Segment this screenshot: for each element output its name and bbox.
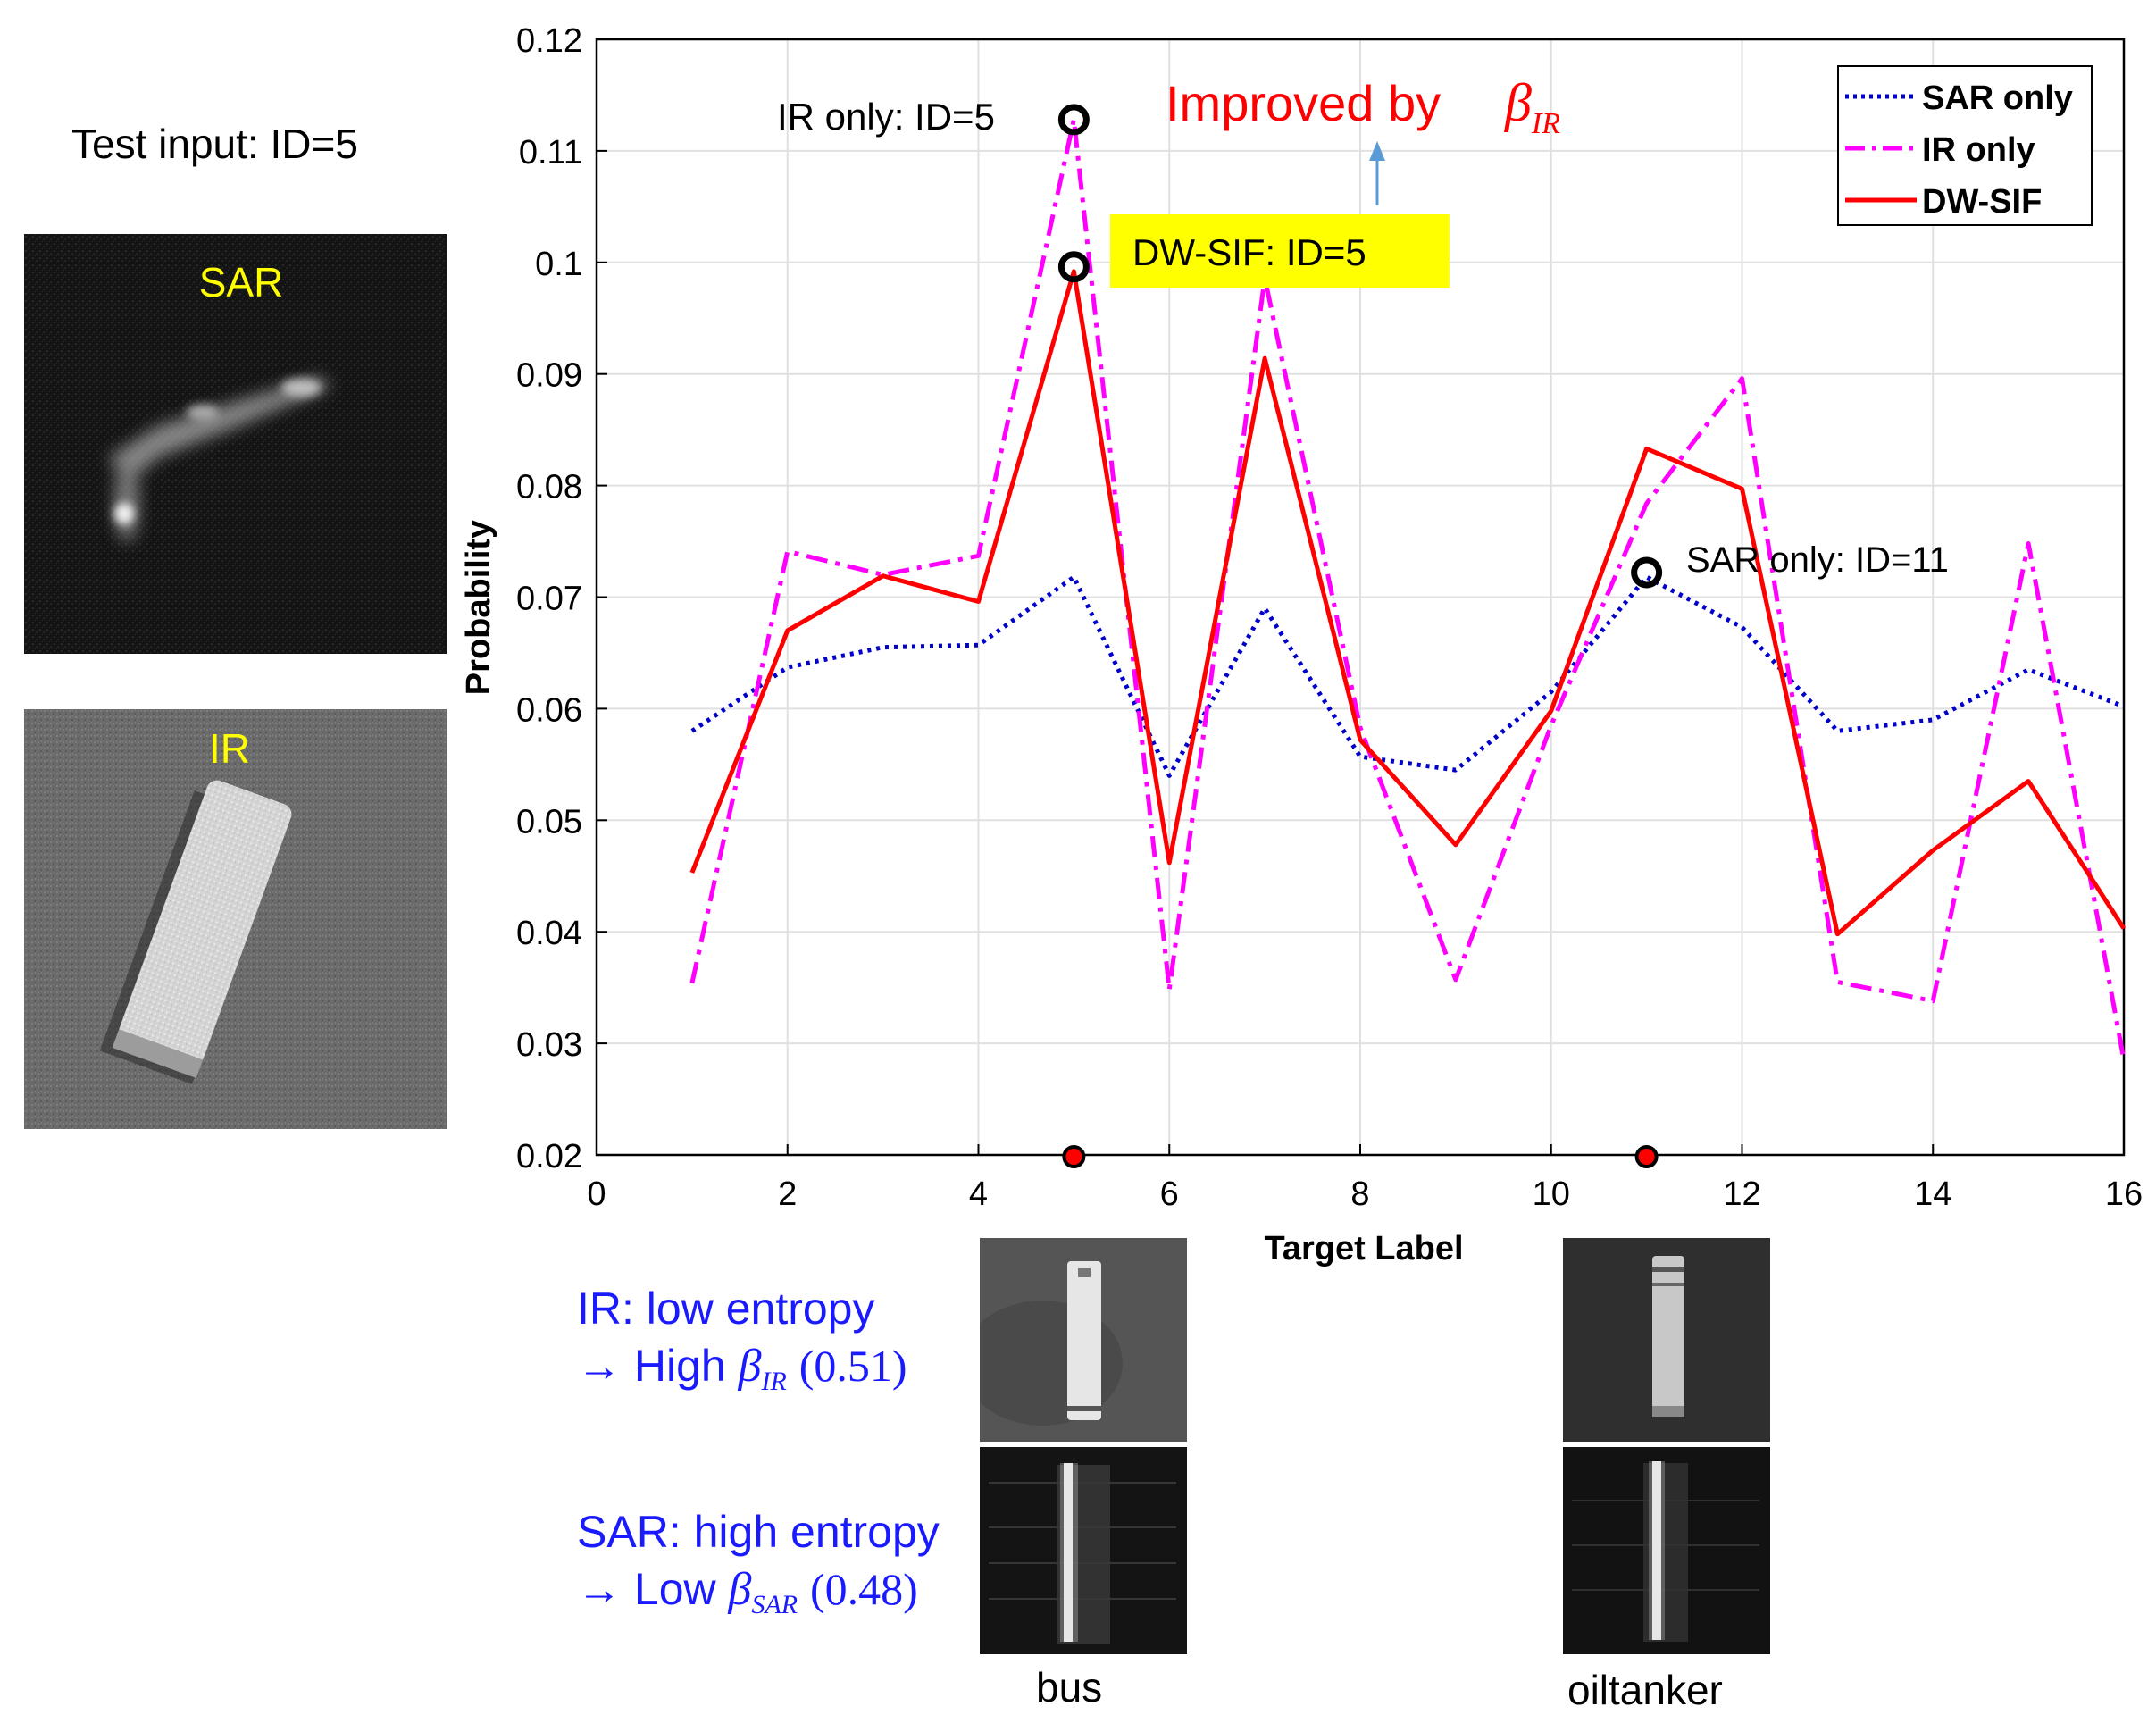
ir-beta-symbol: β — [738, 1341, 762, 1392]
x-axis-label: Target Label — [1264, 1230, 1463, 1267]
improvement-arrow-head — [1369, 141, 1385, 161]
marker-circle — [1631, 556, 1663, 589]
ir-only-marker-label: IR only: ID=5 — [777, 96, 995, 138]
y-tick-label: 0.07 — [516, 581, 582, 618]
y-tick-label: 0.05 — [516, 803, 582, 841]
y-tick-label: 0.02 — [516, 1138, 582, 1175]
sar-beta-symbol: β — [728, 1564, 752, 1615]
x-tick-label: 14 — [1914, 1175, 1951, 1213]
y-tick-label: 0.12 — [516, 22, 582, 60]
y-tick-label: 0.08 — [516, 469, 582, 506]
ir-beta-subscript: IR — [761, 1367, 787, 1396]
sar-beta-subscript: SAR — [751, 1590, 798, 1619]
y-tick-label: 0.06 — [516, 691, 582, 729]
axis-red-dot — [1062, 1145, 1086, 1168]
sar-image-label: SAR — [199, 259, 284, 305]
ir-beta-value: (0.51) — [798, 1341, 907, 1391]
oiltanker-optical-image — [1563, 1238, 1770, 1442]
sar-entropy-caption: SAR: high entropy — [577, 1507, 940, 1557]
ir-entropy-caption: IR: low entropy — [577, 1284, 875, 1334]
y-tick-label: 0.03 — [516, 1026, 582, 1064]
ir-image-label: IR — [209, 725, 250, 772]
legend-label-dwsif: DW-SIF — [1922, 183, 2042, 221]
bus-optical-image — [980, 1238, 1187, 1442]
oiltanker-sar-image — [1563, 1447, 1770, 1654]
marker-circle — [1057, 251, 1090, 283]
axes: 0 2 4 6 8 10 12 14 16 0.02 0.03 0.04 0.05 0.06 0.07 0.0… — [516, 22, 2143, 1213]
x-tick-label: 6 — [1160, 1175, 1179, 1213]
y-axis-label: Probability — [460, 520, 497, 695]
x-tick-label: 8 — [1350, 1175, 1369, 1213]
improved-by-annotation: Improved by — [1166, 75, 1441, 131]
test-input-title: Test input: ID=5 — [71, 121, 358, 167]
probability-line-chart: 0 2 4 6 8 10 12 14 16 0.02 0.03 0.04 0.05 0.06 0.07 0.0… — [460, 22, 2143, 1267]
x-tick-label: 16 — [2105, 1175, 2143, 1213]
circle-markers — [1057, 104, 1663, 1168]
y-tick-label: 0.1 — [535, 246, 582, 283]
y-tick-label: 0.11 — [519, 134, 582, 171]
ir-beta-caption: → High βIR (0.51) — [577, 1340, 907, 1396]
series-lines — [689, 117, 2127, 1061]
x-tick-label: 4 — [969, 1175, 988, 1213]
axis-red-dot — [1634, 1145, 1659, 1168]
y-tick-label: 0.04 — [516, 915, 582, 952]
series-line-ir-only — [689, 117, 2127, 1061]
bus-label: bus — [1036, 1664, 1103, 1710]
x-tick-label: 0 — [587, 1175, 606, 1213]
sar-only-marker-label: SAR only: ID=11 — [1686, 540, 1949, 580]
legend: SAR only IR only DW-SIF — [1837, 65, 2093, 226]
oiltanker-label: oiltanker — [1567, 1667, 1723, 1713]
ir-image: IR — [24, 709, 447, 1129]
dw-sif-marker-label: DW-SIF: ID=5 — [1132, 231, 1366, 273]
marker-circle — [1057, 104, 1090, 136]
y-tick-label: 0.09 — [516, 357, 582, 395]
dw-sif-highlight-box — [1110, 214, 1450, 288]
sar-beta-prefix: → Low — [577, 1564, 716, 1614]
sar-image: SAR — [24, 234, 447, 654]
series-line-sar-only — [690, 574, 2125, 778]
series-line-dw-sif — [689, 269, 2127, 937]
sar-beta-value: (0.48) — [810, 1564, 918, 1614]
legend-label-ir: IR only — [1922, 131, 2035, 169]
x-tick-label: 10 — [1533, 1175, 1570, 1213]
ir-beta-prefix: → High — [577, 1341, 726, 1391]
legend-label-sar: SAR only — [1922, 79, 2073, 117]
x-tick-label: 2 — [778, 1175, 797, 1213]
x-tick-label: 12 — [1723, 1175, 1760, 1213]
beta-ir-annotation: βIR — [1504, 73, 1560, 140]
sar-beta-caption: → Low βSAR (0.48) — [577, 1563, 918, 1619]
bus-sar-image — [980, 1447, 1187, 1654]
